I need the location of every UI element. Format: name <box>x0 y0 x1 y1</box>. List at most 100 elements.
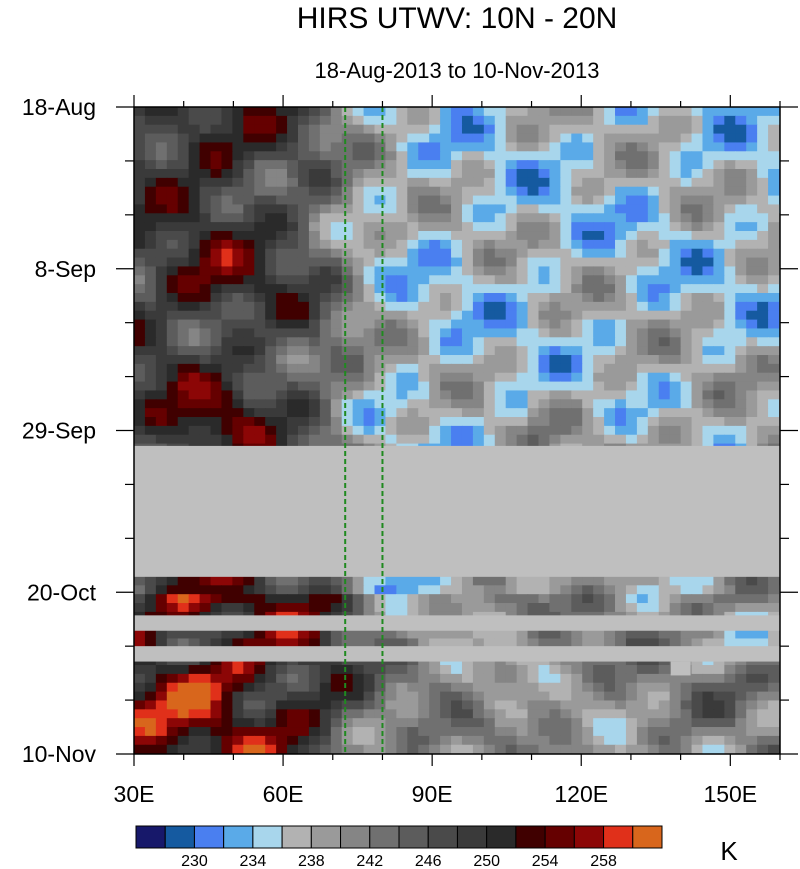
contour-cell <box>374 222 387 232</box>
contour-cell <box>254 718 266 728</box>
contour-cell <box>297 337 310 347</box>
contour-cell <box>385 673 397 684</box>
contour-cell <box>560 363 572 374</box>
contour-cell <box>713 390 725 400</box>
contour-cell <box>396 594 408 604</box>
contour-cell <box>297 399 310 409</box>
contour-cell <box>396 275 408 285</box>
contour-cell <box>451 434 463 445</box>
contour-cell <box>341 177 354 188</box>
contour-cell <box>461 115 474 126</box>
contour-cell <box>297 266 310 276</box>
contour-cell <box>352 709 365 719</box>
contour-cell <box>363 372 376 383</box>
contour-cell <box>144 142 157 152</box>
contour-cell <box>429 408 441 418</box>
contour-cell <box>287 744 299 754</box>
contour-cell <box>702 275 715 285</box>
contour-cell <box>276 434 288 445</box>
contour-cell <box>396 115 408 126</box>
contour-cell <box>396 204 408 214</box>
contour-cell <box>210 691 223 702</box>
contour-cell <box>735 735 747 746</box>
contour-cell <box>308 133 321 144</box>
contour-cell <box>177 319 190 330</box>
contour-cell <box>177 239 190 250</box>
contour-cell <box>352 301 365 312</box>
colorbar-box <box>135 825 166 849</box>
contour-cell <box>243 239 255 250</box>
contour-cell <box>177 399 190 409</box>
contour-cell <box>155 585 168 595</box>
contour-cell <box>188 293 201 303</box>
contour-cell <box>297 727 310 737</box>
contour-cell <box>713 434 725 445</box>
contour-cell <box>374 682 387 693</box>
contour-cell <box>276 301 288 312</box>
contour-cell <box>516 328 529 338</box>
contour-cell <box>363 124 376 135</box>
contour-cell <box>757 151 769 161</box>
contour-cell <box>472 169 485 179</box>
contour-cell <box>232 363 244 374</box>
contour-cell <box>374 124 387 135</box>
contour-cell <box>571 151 583 161</box>
contour-cell <box>505 284 518 294</box>
contour-cell <box>494 408 507 418</box>
contour-cell <box>221 239 233 250</box>
contour-cell <box>177 673 190 684</box>
contour-cell <box>680 186 693 197</box>
contour-cell <box>199 417 212 427</box>
contour-cell <box>276 381 288 392</box>
contour-cell <box>374 735 387 746</box>
contour-cell <box>166 328 179 338</box>
contour-cell <box>472 293 485 303</box>
contour-cell <box>396 213 408 223</box>
contour-cell <box>615 408 627 418</box>
contour-cell <box>221 408 233 418</box>
contour-cell <box>232 275 244 285</box>
contour-cell <box>604 408 616 418</box>
contour-cell <box>625 328 638 338</box>
contour-cell <box>363 638 376 648</box>
contour-cell <box>385 665 397 675</box>
contour-cell <box>516 718 529 728</box>
contour-cell <box>199 310 212 321</box>
contour-cell <box>505 753 518 754</box>
contour-cell <box>746 425 758 436</box>
contour-cell <box>636 629 649 640</box>
contour-cell <box>221 231 233 241</box>
contour-cell <box>396 177 408 188</box>
contour-cell <box>615 275 627 285</box>
contour-cell <box>582 735 594 746</box>
contour-cell <box>166 115 179 126</box>
contour-cell <box>451 310 463 321</box>
contour-cell <box>363 434 376 445</box>
contour-cell <box>232 257 244 268</box>
contour-cell <box>582 301 594 312</box>
contour-cell <box>232 124 244 135</box>
contour-cell <box>221 727 233 737</box>
contour-cell <box>265 682 277 693</box>
contour-cell <box>713 665 725 675</box>
contour-cell <box>702 709 715 719</box>
contour-cell <box>625 107 638 117</box>
contour-cell <box>702 328 715 338</box>
contour-cell <box>177 222 190 232</box>
contour-cell <box>505 408 518 418</box>
contour-cell <box>757 727 769 737</box>
contour-cell <box>505 319 518 330</box>
contour-cell <box>472 355 485 365</box>
contour-cell <box>658 231 671 241</box>
contour-cell <box>593 691 605 702</box>
contour-cell <box>254 222 266 232</box>
contour-cell <box>702 434 715 445</box>
contour-cell <box>549 293 561 303</box>
contour-cell <box>625 417 638 427</box>
contour-cell <box>429 744 441 754</box>
contour-cell <box>144 417 157 427</box>
contour-cell <box>724 673 736 684</box>
contour-cell <box>243 434 255 445</box>
contour-cell <box>527 169 540 179</box>
contour-cell <box>308 727 321 737</box>
